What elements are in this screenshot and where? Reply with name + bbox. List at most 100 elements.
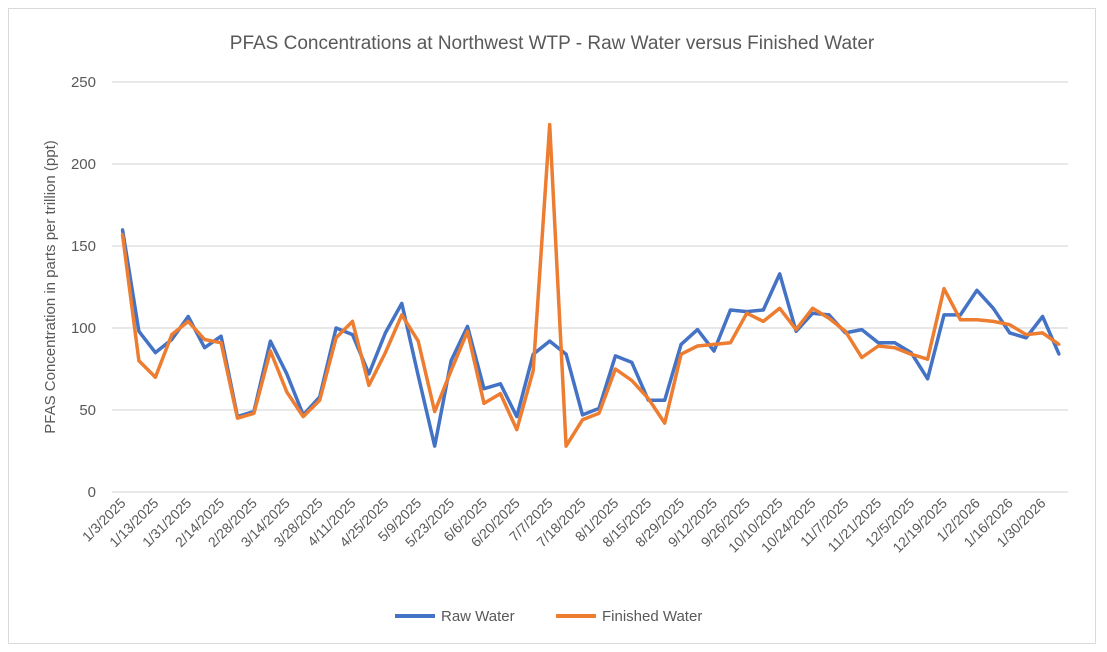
data-point xyxy=(876,341,880,345)
data-point xyxy=(498,382,502,386)
data-point xyxy=(1024,333,1028,337)
data-point xyxy=(893,341,897,345)
y-tick-label: 200 xyxy=(71,156,96,173)
chart-frame xyxy=(8,8,1096,644)
data-point xyxy=(630,378,634,382)
data-point xyxy=(696,328,700,332)
data-point xyxy=(679,342,683,346)
data-point xyxy=(383,331,387,335)
data-point xyxy=(449,359,453,363)
y-axis-label: PFAS Concentration in parts per trillion… xyxy=(42,140,59,433)
data-point xyxy=(301,415,305,419)
data-point xyxy=(433,444,437,448)
data-point xyxy=(843,329,847,333)
data-point xyxy=(1008,323,1012,327)
data-point xyxy=(728,341,732,345)
data-point xyxy=(433,410,437,414)
data-point xyxy=(975,318,979,322)
data-point xyxy=(498,392,502,396)
data-point xyxy=(334,326,338,330)
data-point xyxy=(203,337,207,341)
data-point xyxy=(219,341,223,345)
data-point xyxy=(581,418,585,422)
data-point xyxy=(728,308,732,312)
data-point xyxy=(1041,315,1045,319)
data-point xyxy=(466,324,470,328)
data-point xyxy=(893,346,897,350)
data-point xyxy=(137,359,141,363)
data-point xyxy=(449,369,453,373)
data-point xyxy=(778,272,782,276)
data-point xyxy=(400,313,404,317)
data-point xyxy=(466,329,470,333)
data-point xyxy=(581,413,585,417)
data-point xyxy=(482,401,486,405)
data-point xyxy=(646,397,650,401)
data-point xyxy=(383,351,387,355)
data-point xyxy=(318,398,322,402)
data-point xyxy=(613,367,617,371)
data-point xyxy=(416,374,420,378)
data-point xyxy=(811,306,815,310)
data-point xyxy=(909,352,913,356)
data-point xyxy=(958,318,962,322)
y-tick-label: 50 xyxy=(79,402,96,419)
data-point xyxy=(153,375,157,379)
series-line-raw-water xyxy=(120,229,1061,448)
data-point xyxy=(991,306,995,310)
data-point xyxy=(1057,342,1061,346)
data-point xyxy=(613,354,617,358)
data-point xyxy=(712,349,716,353)
data-point xyxy=(548,123,552,127)
legend-label-raw-water: Raw Water xyxy=(441,608,515,625)
data-point xyxy=(367,372,371,376)
data-point xyxy=(794,328,798,332)
y-tick-label: 150 xyxy=(71,238,96,255)
data-point xyxy=(761,308,765,312)
data-point xyxy=(121,233,124,237)
y-tick-label: 0 xyxy=(88,484,96,501)
legend: Raw Water Finished Water xyxy=(395,608,702,625)
data-point xyxy=(153,351,157,355)
data-point xyxy=(663,421,667,425)
data-point xyxy=(860,328,864,332)
data-point xyxy=(975,288,979,292)
data-point xyxy=(663,398,667,402)
y-tick-label: 250 xyxy=(71,74,96,91)
data-point xyxy=(696,344,700,348)
data-point xyxy=(811,311,815,315)
data-point xyxy=(548,339,552,343)
data-point xyxy=(219,334,223,338)
data-point xyxy=(531,369,535,373)
data-point xyxy=(1024,336,1028,340)
data-point xyxy=(761,319,765,323)
data-point xyxy=(1057,352,1061,356)
data-point xyxy=(942,287,946,291)
data-point xyxy=(564,444,568,448)
data-point xyxy=(712,342,716,346)
data-point xyxy=(186,315,190,319)
data-point xyxy=(597,411,601,415)
data-point xyxy=(351,333,355,337)
data-point xyxy=(351,319,355,323)
legend-label-finished-water: Finished Water xyxy=(602,608,702,625)
data-point xyxy=(991,319,995,323)
data-point xyxy=(778,306,782,310)
data-point xyxy=(252,411,256,415)
data-point xyxy=(285,390,289,394)
data-point xyxy=(137,329,141,333)
data-point xyxy=(515,415,519,419)
data-point xyxy=(170,333,174,337)
data-point xyxy=(268,349,272,353)
data-point xyxy=(1041,331,1045,335)
data-point xyxy=(400,301,404,305)
data-point xyxy=(367,383,371,387)
data-point xyxy=(416,339,420,343)
y-tick-label: 100 xyxy=(71,320,96,337)
data-point xyxy=(876,344,880,348)
data-point xyxy=(630,360,634,364)
data-point xyxy=(942,313,946,317)
data-point xyxy=(926,377,930,381)
data-point xyxy=(564,352,568,356)
